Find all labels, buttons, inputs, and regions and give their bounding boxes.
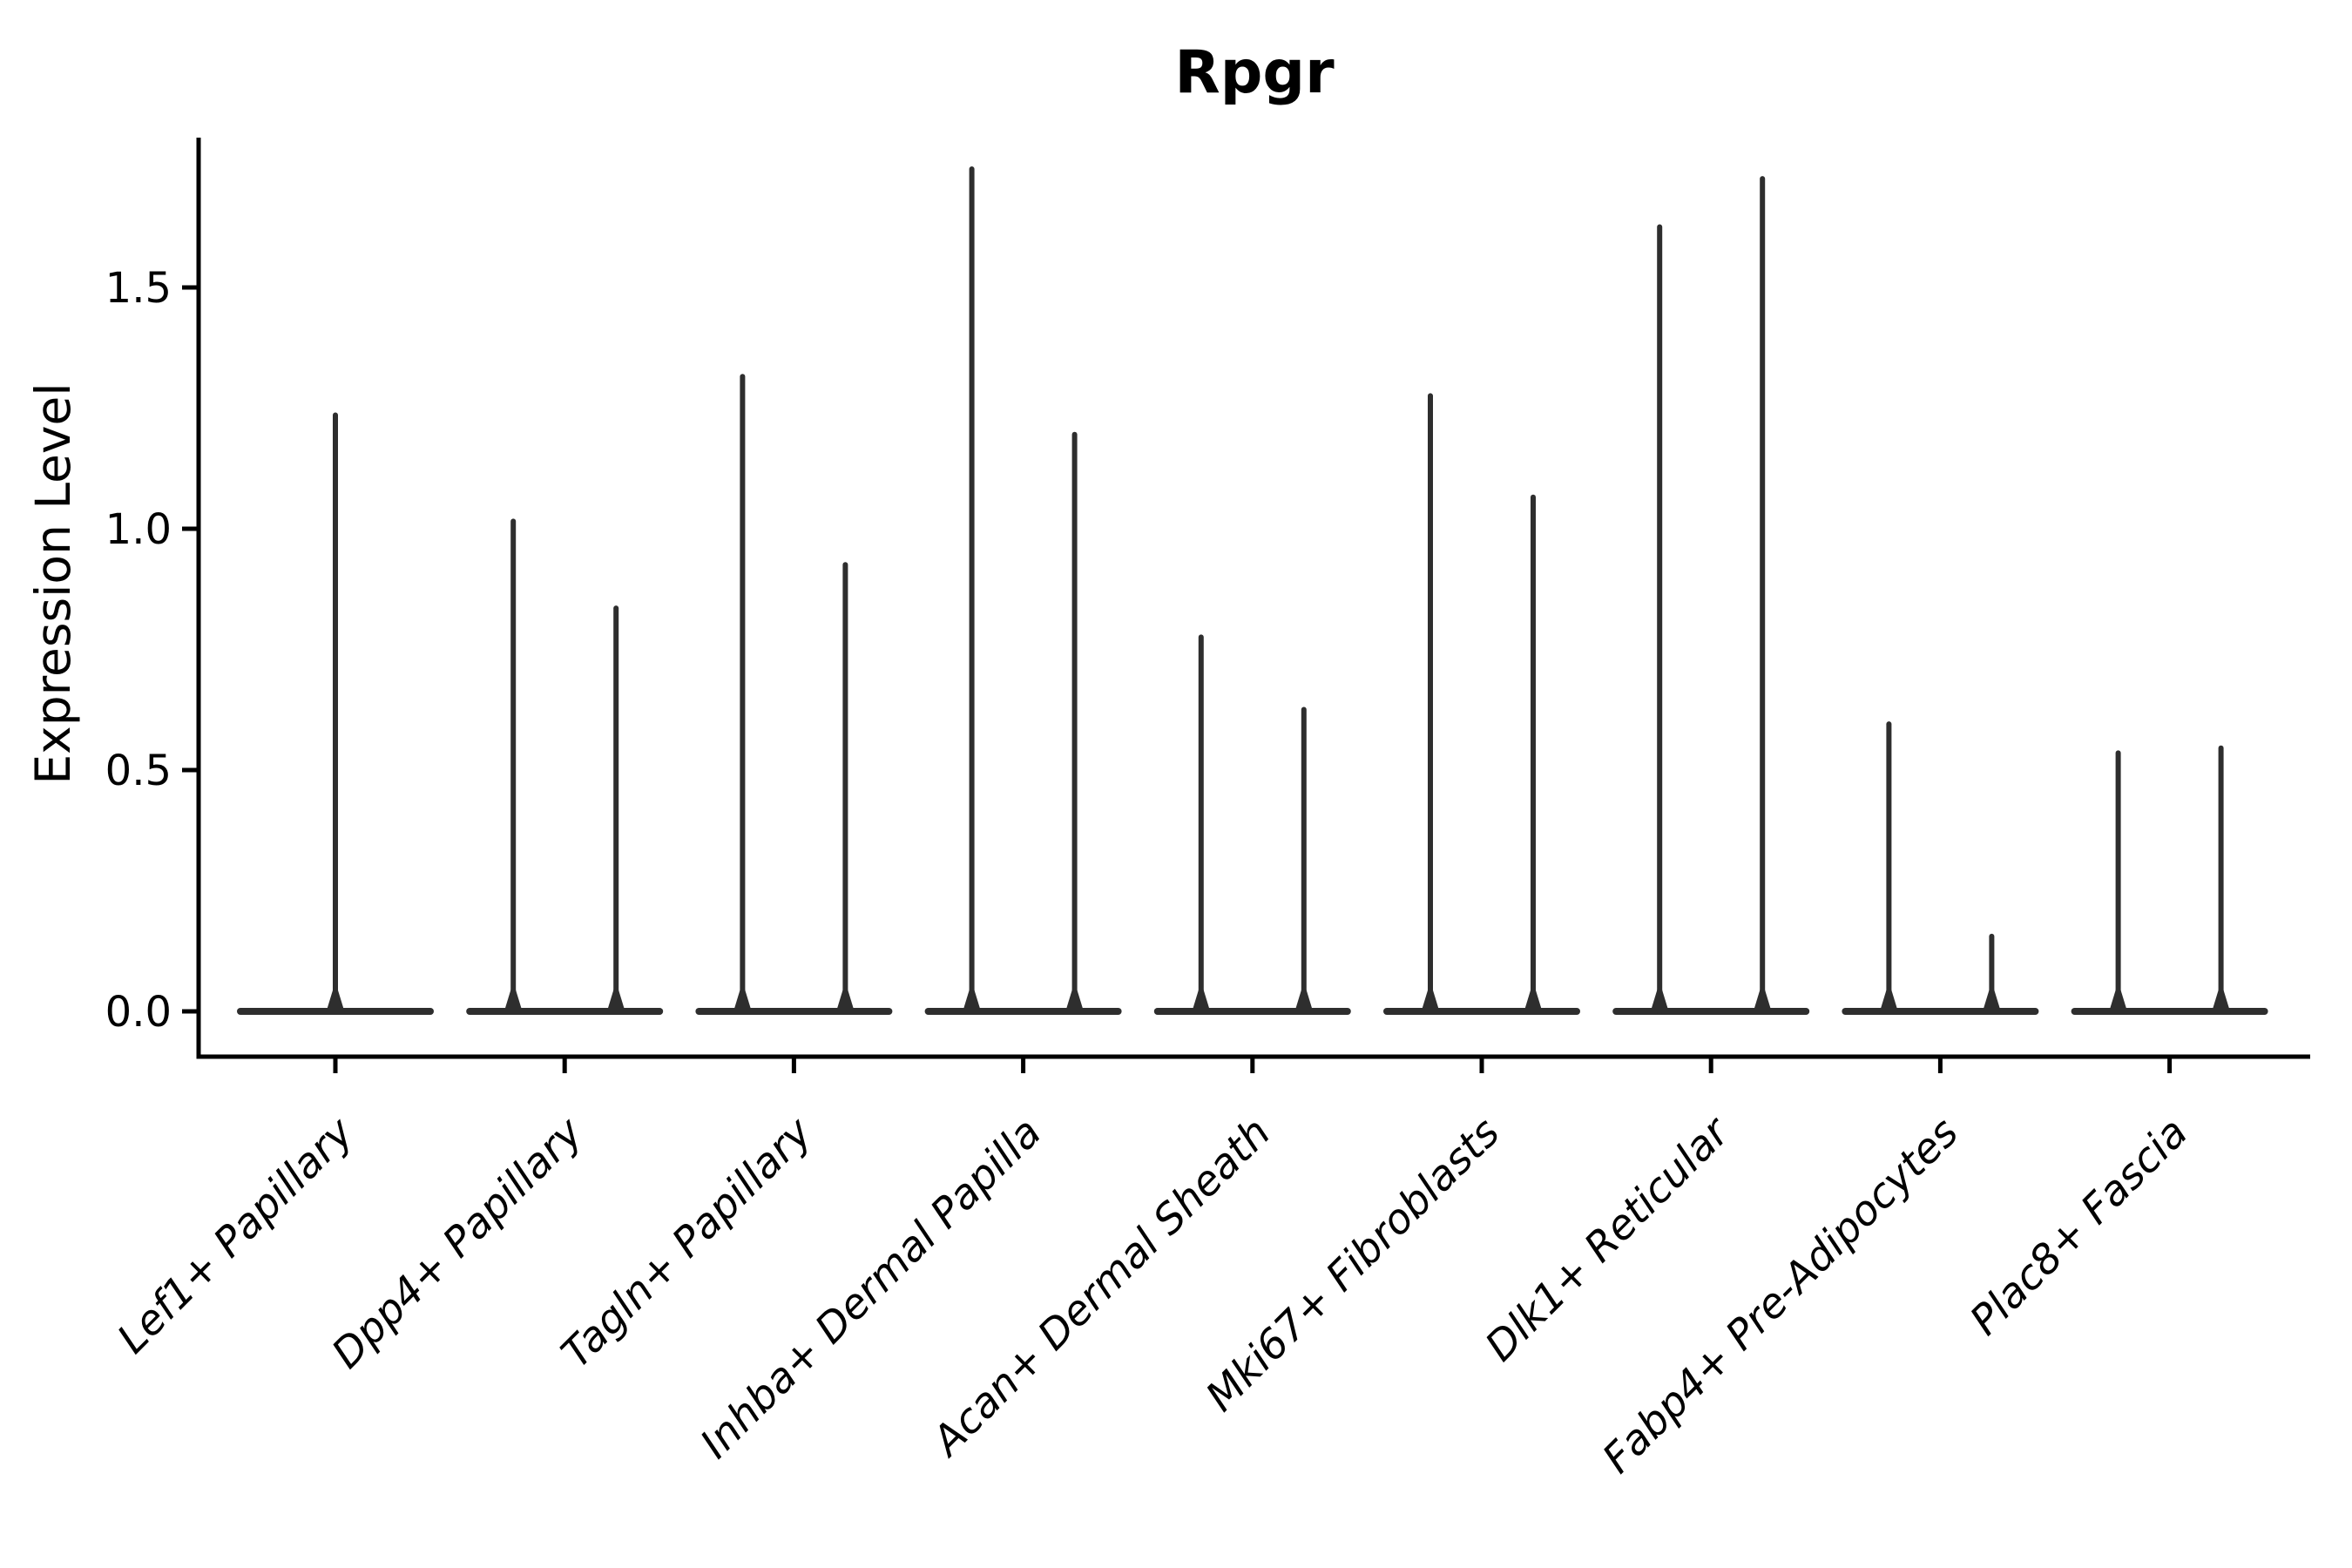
y-axis-title: Expression Level bbox=[25, 382, 81, 784]
violin-group bbox=[1153, 634, 1351, 1015]
y-tick-label: 0.0 bbox=[105, 988, 172, 1037]
y-tick-label: 1.5 bbox=[105, 264, 172, 313]
y-tick-label: 1.0 bbox=[105, 505, 172, 554]
x-tick-label: Dlk1+ Reticular bbox=[1477, 1107, 1740, 1371]
chart-title: Rpgr bbox=[1174, 38, 1335, 107]
y-tick-label: 0.5 bbox=[105, 747, 172, 795]
x-tick-label: Plac8+ Fascia bbox=[1961, 1109, 2197, 1345]
violin-group bbox=[466, 518, 664, 1015]
violin-group bbox=[1842, 721, 2039, 1015]
x-tick-label: Tagln+ Papillary bbox=[552, 1108, 822, 1378]
violin-group bbox=[1612, 176, 1810, 1015]
y-axis-ticks: 0.0 0.5 1.0 1.5 bbox=[105, 264, 199, 1037]
violin-group bbox=[1383, 393, 1580, 1015]
violin-group bbox=[924, 166, 1122, 1015]
violin-group bbox=[2071, 745, 2268, 1015]
x-tick-label: Dpp4+ Papillary bbox=[323, 1108, 593, 1378]
x-tick-label: Lef1+ Papillary bbox=[108, 1108, 363, 1363]
violins-layer bbox=[237, 166, 2268, 1015]
violin-group bbox=[695, 374, 893, 1015]
violin-group bbox=[237, 412, 434, 1015]
axes-spines bbox=[196, 138, 2310, 1059]
